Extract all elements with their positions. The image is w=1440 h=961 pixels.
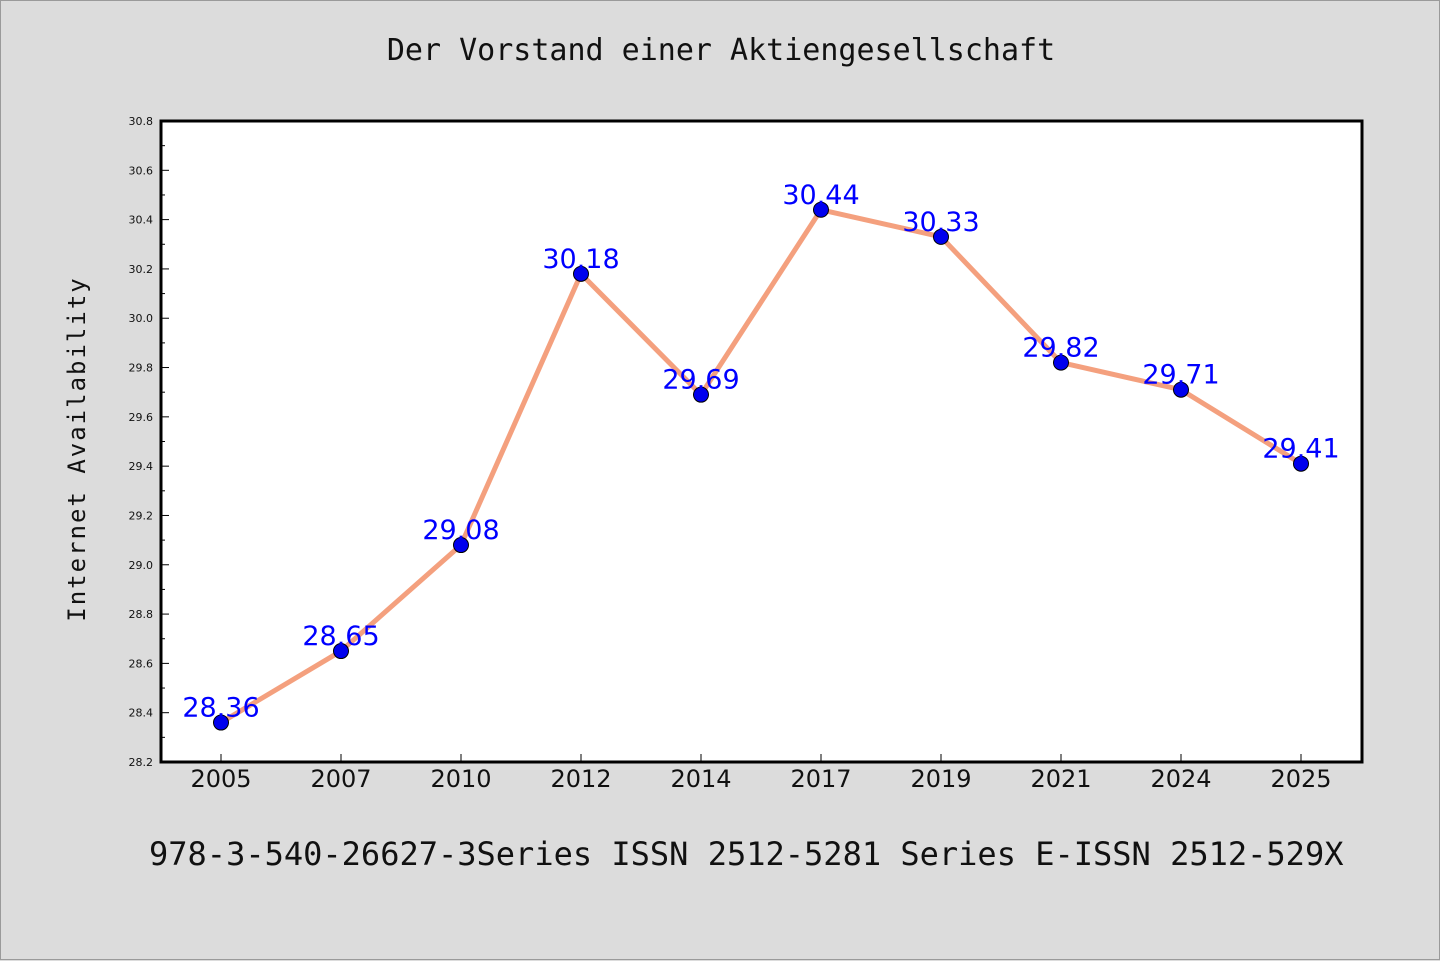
y-tick-label: 29.4: [129, 460, 154, 473]
y-tick-label: 28.8: [129, 608, 154, 621]
data-point: [573, 265, 589, 282]
x-tick-label: 2007: [310, 765, 371, 793]
data-point: [453, 537, 469, 554]
data-label: 29.69: [662, 365, 739, 396]
x-tick-label: 2010: [430, 765, 491, 793]
series-line: [218, 207, 1304, 726]
data-label: 30.33: [902, 207, 979, 238]
data-point: [213, 714, 229, 731]
data-label: 30.18: [542, 244, 619, 275]
data-label: 30.44: [782, 180, 859, 211]
series-layer: 28.36 28.65 29.08 30.18 29.69 30.44 30.33 29.82…: [182, 180, 1340, 731]
data-point: [1053, 354, 1069, 371]
y-tick-label: 29.6: [129, 411, 154, 424]
data-label: 29.41: [1262, 434, 1339, 465]
plot-area: [159, 119, 1364, 764]
x-axis: 2005 2007 2010 2012 2014 2017 2019 2021 2024 2025: [190, 754, 1332, 793]
y-tick-label: 30.6: [129, 164, 154, 177]
data-label: 29.82: [1022, 333, 1099, 364]
y-axis: 28.2 28.4 28.6 28.8 29.0 29.2 29.4 29.6 29.8 30.0…: [129, 115, 169, 769]
y-tick-label: 29.2: [129, 509, 154, 522]
x-tick-label: 2014: [670, 765, 731, 793]
data-point: [813, 201, 829, 218]
x-tick-label: 2005: [190, 765, 251, 793]
footer-isbn-issn: 978-3-540-26627-3Series ISSN 2512-5281 S…: [149, 835, 1344, 873]
x-tick-label: 2012: [550, 765, 611, 793]
x-tick-label: 2025: [1270, 765, 1331, 793]
x-tick-label: 2021: [1030, 765, 1091, 793]
x-tick-label: 2017: [790, 765, 851, 793]
y-tick-label: 28.4: [129, 707, 154, 720]
y-tick-label: 30.8: [129, 115, 154, 128]
data-label: 28.36: [182, 693, 259, 724]
data-point: [333, 643, 349, 660]
y-tick-label: 30.2: [129, 263, 154, 276]
y-tick-label: 30.4: [129, 214, 154, 227]
chart-title: Der Vorstand einer Aktiengesellschaft: [386, 33, 1056, 68]
data-label: 28.65: [302, 621, 379, 652]
y-tick-label: 29.0: [129, 559, 154, 572]
y-axis-title: Internet Availability: [63, 276, 91, 621]
data-label: 29.71: [1142, 360, 1219, 391]
data-point: [693, 386, 709, 403]
y-tick-label: 29.8: [129, 362, 154, 375]
y-tick-label: 28.6: [129, 657, 154, 670]
data-point: [1293, 455, 1309, 472]
data-point: [1173, 381, 1189, 398]
y-tick-label: 28.2: [129, 756, 154, 769]
data-point: [933, 228, 949, 245]
x-tick-label: 2019: [910, 765, 971, 793]
y-tick-label: 30.0: [129, 312, 154, 325]
x-tick-label: 2024: [1150, 765, 1211, 793]
data-label: 29.08: [422, 515, 499, 546]
